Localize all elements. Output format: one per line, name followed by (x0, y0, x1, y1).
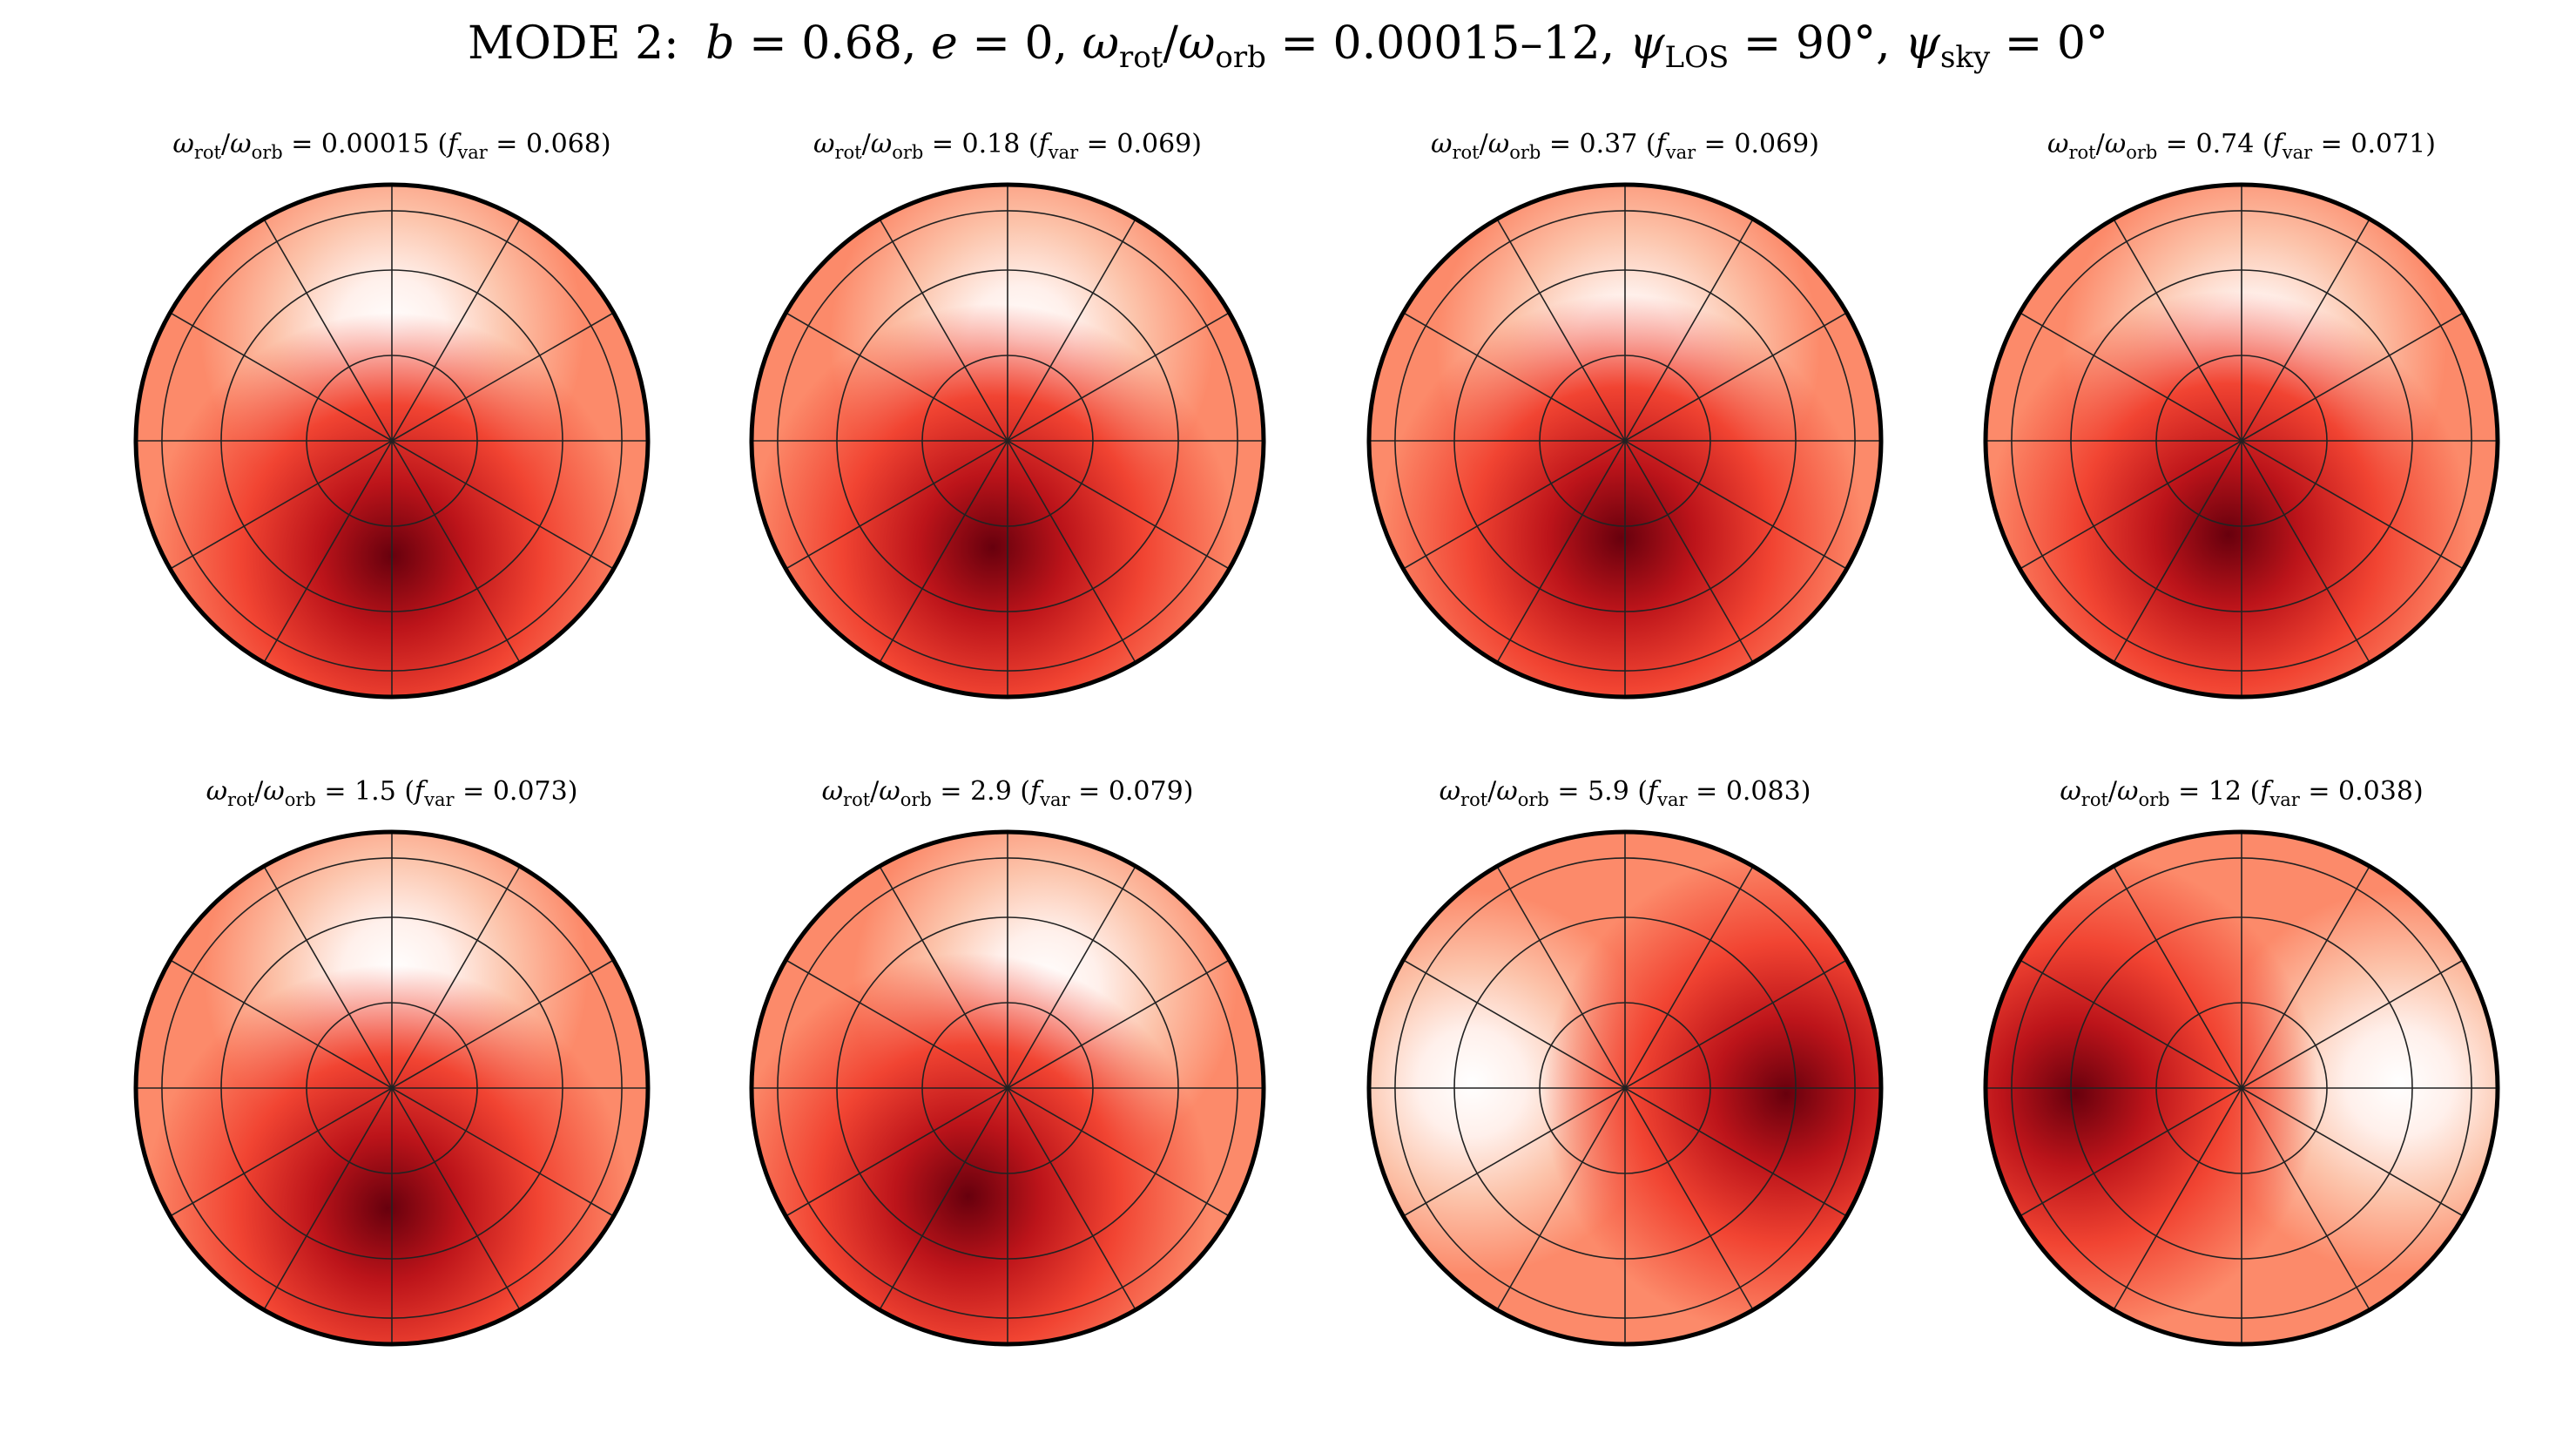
grid-spoke (1007, 865, 1136, 1089)
grid-spoke (1402, 312, 1626, 442)
grid-spoke (1624, 1087, 1754, 1311)
grid-spoke (391, 440, 615, 570)
grid-spoke (1402, 440, 1626, 570)
map-panel: ωrot/ωorb = 2.9 (fvar = 0.079) (749, 776, 1266, 1347)
map-panel: ωrot/ωorb = 0.74 (fvar = 0.071) (1983, 129, 2500, 700)
grid-spoke (1007, 312, 1231, 442)
grid-spoke (391, 1087, 615, 1217)
disk-outline (749, 182, 1266, 700)
grid-spoke (1624, 1087, 1848, 1217)
grid-spoke (2113, 865, 2242, 1089)
grid-spoke (879, 440, 1008, 664)
grid-spoke (391, 218, 521, 442)
grid-spoke (391, 959, 615, 1089)
panel-title: ωrot/ωorb = 2.9 (fvar = 0.079) (822, 776, 1194, 810)
grid-spoke (2019, 440, 2242, 570)
disk-outline (133, 182, 651, 700)
grid-spoke (2241, 312, 2465, 442)
grid-spoke (1624, 440, 1754, 664)
grid-spoke (391, 312, 615, 442)
grid-spoke (263, 440, 393, 664)
panel-title: ωrot/ωorb = 0.37 (fvar = 0.069) (1431, 129, 1819, 163)
grid-spoke (1496, 1087, 1626, 1311)
grid-spoke (263, 1087, 393, 1311)
grid-spoke (1007, 440, 1231, 570)
grid-spoke (263, 865, 393, 1089)
grid-spoke (785, 959, 1008, 1089)
grid-spoke (1007, 959, 1231, 1089)
grid-spoke (1496, 218, 1626, 442)
grid-spoke (2241, 865, 2370, 1089)
grid-spoke (1007, 1087, 1231, 1217)
grid-spoke (391, 440, 521, 664)
map-panel: ωrot/ωorb = 5.9 (fvar = 0.083) (1366, 776, 1884, 1347)
grid-spoke (169, 312, 393, 442)
grid-spoke (2241, 218, 2370, 442)
grid-spoke (2113, 440, 2242, 664)
grid-spoke (1624, 959, 1848, 1089)
grid-spoke (263, 218, 393, 442)
grid-spoke (1624, 865, 1754, 1089)
grid-spoke (1496, 865, 1626, 1089)
grid-spoke (2113, 218, 2242, 442)
panel-title: ωrot/ωorb = 5.9 (fvar = 0.083) (1440, 776, 1811, 810)
grid-spoke (2241, 959, 2465, 1089)
grid-spoke (785, 440, 1008, 570)
grid-spoke (2241, 1087, 2465, 1217)
grid-spoke (391, 865, 521, 1089)
grid-spoke (2241, 1087, 2370, 1311)
grid-spoke (1402, 1087, 1626, 1217)
panel-title: ωrot/ωorb = 12 (fvar = 0.038) (2060, 776, 2423, 810)
disk-outline (1983, 829, 2500, 1347)
grid-spoke (169, 1087, 393, 1217)
temperature-map (752, 185, 1264, 697)
disk-outline (1366, 182, 1884, 700)
panel-title: ωrot/ωorb = 0.18 (fvar = 0.069) (813, 129, 1202, 163)
grid-spoke (2019, 959, 2242, 1089)
disk-outline (133, 829, 651, 1347)
grid-spoke (785, 312, 1008, 442)
grid-spoke (1624, 218, 1754, 442)
disk-outline (1366, 829, 1884, 1347)
map-panel: ωrot/ωorb = 0.18 (fvar = 0.069) (749, 129, 1266, 700)
map-panel: ωrot/ωorb = 12 (fvar = 0.038) (1983, 776, 2500, 1347)
panel-grid: ωrot/ωorb = 0.00015 (fvar = 0.068) ωrot/ω… (133, 129, 2500, 1347)
grid-spoke (2241, 440, 2370, 664)
map-panel: ωrot/ωorb = 0.00015 (fvar = 0.068) (133, 129, 651, 700)
grid-spoke (2241, 440, 2465, 570)
grid-spoke (2019, 312, 2242, 442)
grid-spoke (2113, 1087, 2242, 1311)
panel-title: ωrot/ωorb = 0.74 (fvar = 0.071) (2047, 129, 2436, 163)
grid-spoke (2019, 1087, 2242, 1217)
grid-spoke (391, 1087, 521, 1311)
grid-spoke (879, 865, 1008, 1089)
panel-title: ωrot/ωorb = 1.5 (fvar = 0.073) (206, 776, 578, 810)
grid-spoke (1007, 1087, 1136, 1311)
grid-spoke (1624, 440, 1848, 570)
grid-spoke (169, 959, 393, 1089)
grid-spoke (1402, 959, 1626, 1089)
grid-spoke (1496, 440, 1626, 664)
temperature-map (136, 832, 648, 1344)
figure-title: MODE 2: b = 0.68, e = 0, ωrot/ωorb = 0.0… (468, 17, 2108, 75)
grid-spoke (879, 1087, 1008, 1311)
grid-spoke (169, 440, 393, 570)
grid-spoke (879, 218, 1008, 442)
disk-outline (749, 829, 1266, 1347)
grid-spoke (785, 1087, 1008, 1217)
disk-outline (1983, 182, 2500, 700)
map-panel: ωrot/ωorb = 1.5 (fvar = 0.073) (133, 776, 651, 1347)
map-panel: ωrot/ωorb = 0.37 (fvar = 0.069) (1366, 129, 1884, 700)
panel-title: ωrot/ωorb = 0.00015 (fvar = 0.068) (172, 129, 610, 163)
grid-spoke (1007, 440, 1136, 664)
grid-spoke (1007, 218, 1136, 442)
grid-spoke (1624, 312, 1848, 442)
